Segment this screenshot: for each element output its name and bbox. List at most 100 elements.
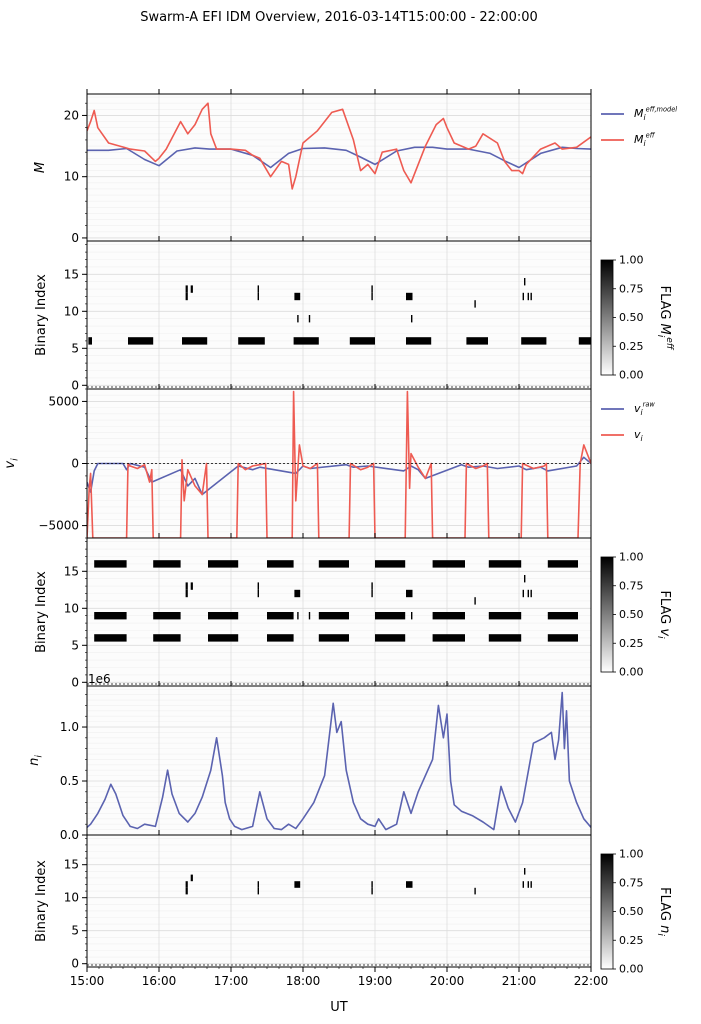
flag-cell bbox=[530, 589, 532, 598]
panel-5: 0.0 0.5 1.0 ni 1e6 bbox=[27, 672, 592, 842]
flag-cell bbox=[294, 589, 301, 598]
flag-cell bbox=[488, 634, 522, 642]
y-tick-label: 5 bbox=[71, 924, 79, 938]
flag-cell bbox=[185, 285, 188, 293]
y-tick-label: 1.0 bbox=[60, 720, 79, 734]
flag-cell bbox=[371, 582, 373, 590]
flag-cell bbox=[474, 597, 476, 605]
colorbar-tick-label: 0.25 bbox=[619, 340, 644, 353]
flag-cell bbox=[522, 589, 524, 598]
panel-data bbox=[87, 102, 591, 190]
legend-label-1: Mieff,model bbox=[634, 106, 677, 122]
y-axis-label: ni bbox=[27, 755, 44, 766]
y-tick-label: 15 bbox=[64, 564, 79, 578]
flag-cell bbox=[267, 612, 294, 620]
y-tick-label: 10 bbox=[64, 601, 79, 615]
y-axis-label: Binary Index bbox=[34, 860, 49, 942]
colorbar-tick-label: 0.00 bbox=[619, 369, 644, 382]
flag-cell bbox=[185, 582, 188, 590]
flag-cell bbox=[267, 560, 294, 568]
flag-cell bbox=[257, 887, 259, 895]
y-tick-label: 0 bbox=[71, 231, 79, 245]
flag-cell bbox=[294, 292, 301, 301]
y-tick-label: 0 bbox=[71, 957, 79, 971]
legend-label-1: viraw bbox=[634, 401, 655, 417]
flag-cell bbox=[371, 887, 373, 895]
panel-data bbox=[87, 691, 591, 831]
y-tick-label: 5000 bbox=[48, 394, 79, 408]
flag-cell bbox=[432, 634, 465, 642]
flag-cell bbox=[297, 315, 299, 323]
flag-cell bbox=[257, 589, 259, 598]
flag-cell bbox=[375, 634, 406, 642]
colorbar-tick-label: 0.75 bbox=[619, 876, 644, 889]
legend-label-2: vi bbox=[634, 428, 644, 443]
y-tick-label: 5 bbox=[71, 341, 79, 355]
y-tick-label: 0.5 bbox=[60, 774, 79, 788]
flag-cell bbox=[521, 337, 547, 345]
flag-cell bbox=[474, 887, 476, 895]
flag-cell bbox=[308, 612, 311, 620]
flag-cell bbox=[466, 337, 488, 345]
series-line-1 bbox=[87, 691, 591, 831]
flag-cell bbox=[297, 612, 299, 620]
flag-cell bbox=[375, 560, 406, 568]
flag-cell bbox=[94, 560, 127, 568]
flag-cell bbox=[190, 285, 193, 293]
colorbar-tick-label: 0.50 bbox=[619, 905, 644, 918]
flag-cell bbox=[432, 612, 465, 620]
y-tick-label: 0 bbox=[71, 378, 79, 392]
panel-data bbox=[87, 868, 591, 966]
flag-cell bbox=[406, 881, 413, 888]
flag-cell bbox=[88, 337, 92, 345]
flag-cell bbox=[488, 612, 522, 620]
colorbar bbox=[600, 556, 614, 673]
flag-cell bbox=[267, 634, 294, 642]
flag-cell bbox=[128, 337, 154, 345]
flag-cell bbox=[257, 292, 259, 301]
series-line-1 bbox=[87, 146, 591, 169]
panels: 0 10 20 M Mieff,model Mieff 0 5 10 15 Binary Index… bbox=[3, 89, 677, 988]
y-tick-label: 0 bbox=[71, 675, 79, 689]
flag-cell bbox=[257, 881, 259, 888]
flag-cell bbox=[190, 874, 193, 882]
flag-cell bbox=[308, 315, 311, 323]
colorbar-tick-label: 1.00 bbox=[619, 848, 644, 861]
x-tick-label: 22:00 bbox=[574, 974, 609, 988]
flag-cell bbox=[522, 292, 524, 301]
colorbar-tick-label: 0.25 bbox=[619, 637, 644, 650]
flag-cell bbox=[371, 285, 373, 293]
flag-cell bbox=[257, 285, 259, 293]
flag-cell bbox=[530, 881, 532, 888]
flag-cell bbox=[208, 560, 239, 568]
y-tick-label: 0 bbox=[71, 457, 79, 471]
plot-area bbox=[87, 94, 591, 241]
series-line-2 bbox=[87, 390, 591, 538]
flag-cell bbox=[182, 337, 208, 345]
flag-cell bbox=[153, 634, 181, 642]
colorbar-tick-label: 0.75 bbox=[619, 282, 644, 295]
y-tick-label: 10 bbox=[64, 304, 79, 318]
flag-cell bbox=[371, 589, 373, 598]
flag-cell bbox=[94, 612, 127, 620]
flag-cell bbox=[318, 612, 349, 620]
flag-cell bbox=[488, 560, 522, 568]
y-tick-label: 10 bbox=[64, 170, 79, 184]
colorbar-tick-label: 0.50 bbox=[619, 608, 644, 621]
y-tick-label: 15 bbox=[64, 858, 79, 872]
panel-4: 0 5 10 15 Binary Index 0.00 0.25 0.50 0.75 1.00 FL… bbox=[34, 533, 672, 691]
flag-cell bbox=[185, 589, 188, 598]
x-tick-label: 21:00 bbox=[502, 974, 537, 988]
flag-cell bbox=[208, 634, 239, 642]
colorbar-label: FLAG Mieff bbox=[655, 286, 674, 351]
y-axis-label: vi bbox=[3, 458, 20, 469]
plot-area bbox=[87, 835, 591, 967]
colorbar bbox=[600, 259, 614, 376]
flag-cell bbox=[185, 292, 188, 301]
flag-cell bbox=[527, 589, 529, 598]
colorbar-tick-label: 0.00 bbox=[619, 666, 644, 679]
panel-data bbox=[87, 390, 591, 538]
y-tick-label: 10 bbox=[64, 891, 79, 905]
figure-title: Swarm-A EFI IDM Overview, 2016-03-14T15:… bbox=[140, 10, 538, 25]
